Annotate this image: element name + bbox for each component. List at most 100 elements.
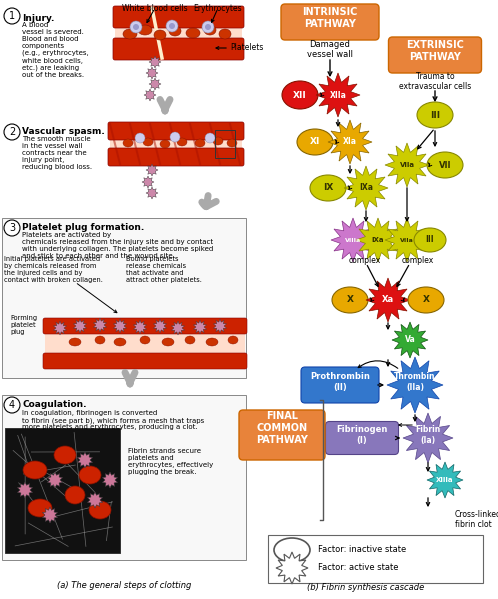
Text: Bound platelets
release chemicals
that activate and
attract other platelets.: Bound platelets release chemicals that a… (126, 256, 202, 283)
Ellipse shape (310, 175, 346, 201)
Text: VII: VII (439, 161, 451, 170)
Bar (2, 395, 246, 560)
Text: Prothrombin
(II): Prothrombin (II) (310, 373, 370, 392)
Polygon shape (47, 472, 63, 488)
Text: Platelets: Platelets (230, 44, 263, 53)
Ellipse shape (427, 152, 463, 178)
Circle shape (4, 124, 20, 140)
Circle shape (202, 21, 214, 33)
Polygon shape (149, 78, 161, 90)
Text: IX: IX (323, 183, 333, 192)
Polygon shape (53, 321, 67, 335)
Bar (215, 130, 235, 158)
Text: White blood cells: White blood cells (122, 4, 188, 13)
Text: In coagulation, fibrinogen is converted
to fibrin (see part b), which forms a me: In coagulation, fibrinogen is converted … (22, 410, 204, 431)
FancyBboxPatch shape (281, 4, 379, 40)
Text: Factor: active state: Factor: active state (318, 564, 398, 573)
Polygon shape (146, 187, 158, 199)
Polygon shape (17, 482, 32, 498)
Text: complex: complex (349, 256, 381, 265)
Text: Injury.: Injury. (22, 14, 54, 23)
Ellipse shape (206, 338, 218, 346)
Circle shape (170, 132, 180, 142)
Bar (115, 26, 242, 40)
Text: Platelets are activated by
chemicals released from the injury site and by contac: Platelets are activated by chemicals rel… (22, 232, 213, 259)
Text: X: X (422, 295, 429, 304)
Polygon shape (392, 322, 428, 358)
Text: III: III (426, 235, 434, 244)
Ellipse shape (79, 466, 101, 484)
FancyBboxPatch shape (113, 38, 244, 60)
Ellipse shape (417, 102, 453, 128)
Text: INTRINSIC
PATHWAY: INTRINSIC PATHWAY (302, 7, 358, 29)
Bar (2, 218, 246, 378)
Ellipse shape (95, 336, 105, 344)
Polygon shape (387, 357, 443, 413)
Polygon shape (42, 507, 58, 523)
Text: Fibrin strands secure
platelets and
erythrocytes, effectively
plugging the break: Fibrin strands secure platelets and eryt… (128, 448, 213, 475)
Text: IXa: IXa (372, 237, 384, 243)
Ellipse shape (89, 501, 111, 519)
Ellipse shape (138, 25, 152, 35)
Ellipse shape (69, 338, 81, 346)
Text: Forming
platelet
plug: Forming platelet plug (10, 315, 37, 335)
Text: XIa: XIa (343, 138, 357, 147)
Ellipse shape (54, 446, 76, 464)
Circle shape (4, 397, 20, 413)
Bar (268, 535, 483, 583)
Ellipse shape (123, 29, 137, 39)
Text: (a) The general steps of clotting: (a) The general steps of clotting (57, 581, 191, 590)
Ellipse shape (154, 30, 166, 40)
Text: Factor: inactive state: Factor: inactive state (318, 546, 406, 555)
Text: FINAL
COMMON
PATHWAY: FINAL COMMON PATHWAY (256, 412, 308, 444)
Text: XI: XI (310, 138, 320, 147)
Ellipse shape (143, 138, 153, 146)
Ellipse shape (114, 338, 126, 346)
FancyBboxPatch shape (43, 318, 247, 334)
Text: Initial platelets are activated
by chemicals released from
the injured cells and: Initial platelets are activated by chemi… (4, 256, 103, 283)
Text: Damaged
vessel wall: Damaged vessel wall (307, 40, 353, 59)
Polygon shape (133, 320, 146, 334)
Ellipse shape (204, 25, 216, 35)
Circle shape (166, 20, 178, 32)
Bar (110, 138, 242, 150)
Ellipse shape (23, 461, 47, 479)
Polygon shape (149, 56, 161, 68)
Ellipse shape (162, 338, 174, 346)
Ellipse shape (282, 81, 318, 109)
Circle shape (205, 133, 215, 143)
Text: Cross-linked
fibrin clot: Cross-linked fibrin clot (455, 510, 498, 530)
Polygon shape (144, 89, 156, 101)
Polygon shape (366, 278, 410, 322)
Ellipse shape (65, 486, 85, 504)
Ellipse shape (186, 28, 200, 38)
Polygon shape (344, 166, 388, 210)
Polygon shape (146, 164, 158, 176)
Bar (45, 332, 245, 355)
Text: XIIIa: XIIIa (436, 477, 454, 483)
Text: 1: 1 (9, 11, 15, 21)
Polygon shape (385, 143, 429, 187)
Text: 4: 4 (9, 400, 15, 410)
Text: Xa: Xa (382, 295, 394, 304)
Circle shape (169, 23, 175, 29)
Ellipse shape (228, 336, 238, 344)
FancyBboxPatch shape (388, 37, 482, 73)
Ellipse shape (169, 26, 181, 36)
Polygon shape (73, 319, 87, 333)
Polygon shape (93, 318, 107, 332)
Circle shape (4, 220, 20, 236)
Text: EXTRINSIC
PATHWAY: EXTRINSIC PATHWAY (406, 40, 464, 62)
Ellipse shape (408, 287, 444, 313)
Circle shape (4, 8, 20, 24)
Text: Platelet plug formation.: Platelet plug formation. (22, 223, 144, 232)
Ellipse shape (274, 538, 310, 562)
Ellipse shape (140, 336, 150, 344)
Ellipse shape (177, 138, 187, 146)
Text: complex: complex (402, 256, 434, 265)
Text: Erythrocytes: Erythrocytes (194, 4, 243, 13)
Text: VIIIa: VIIIa (345, 237, 361, 243)
Bar (5, 428, 120, 553)
Polygon shape (356, 218, 400, 262)
Polygon shape (193, 320, 207, 334)
